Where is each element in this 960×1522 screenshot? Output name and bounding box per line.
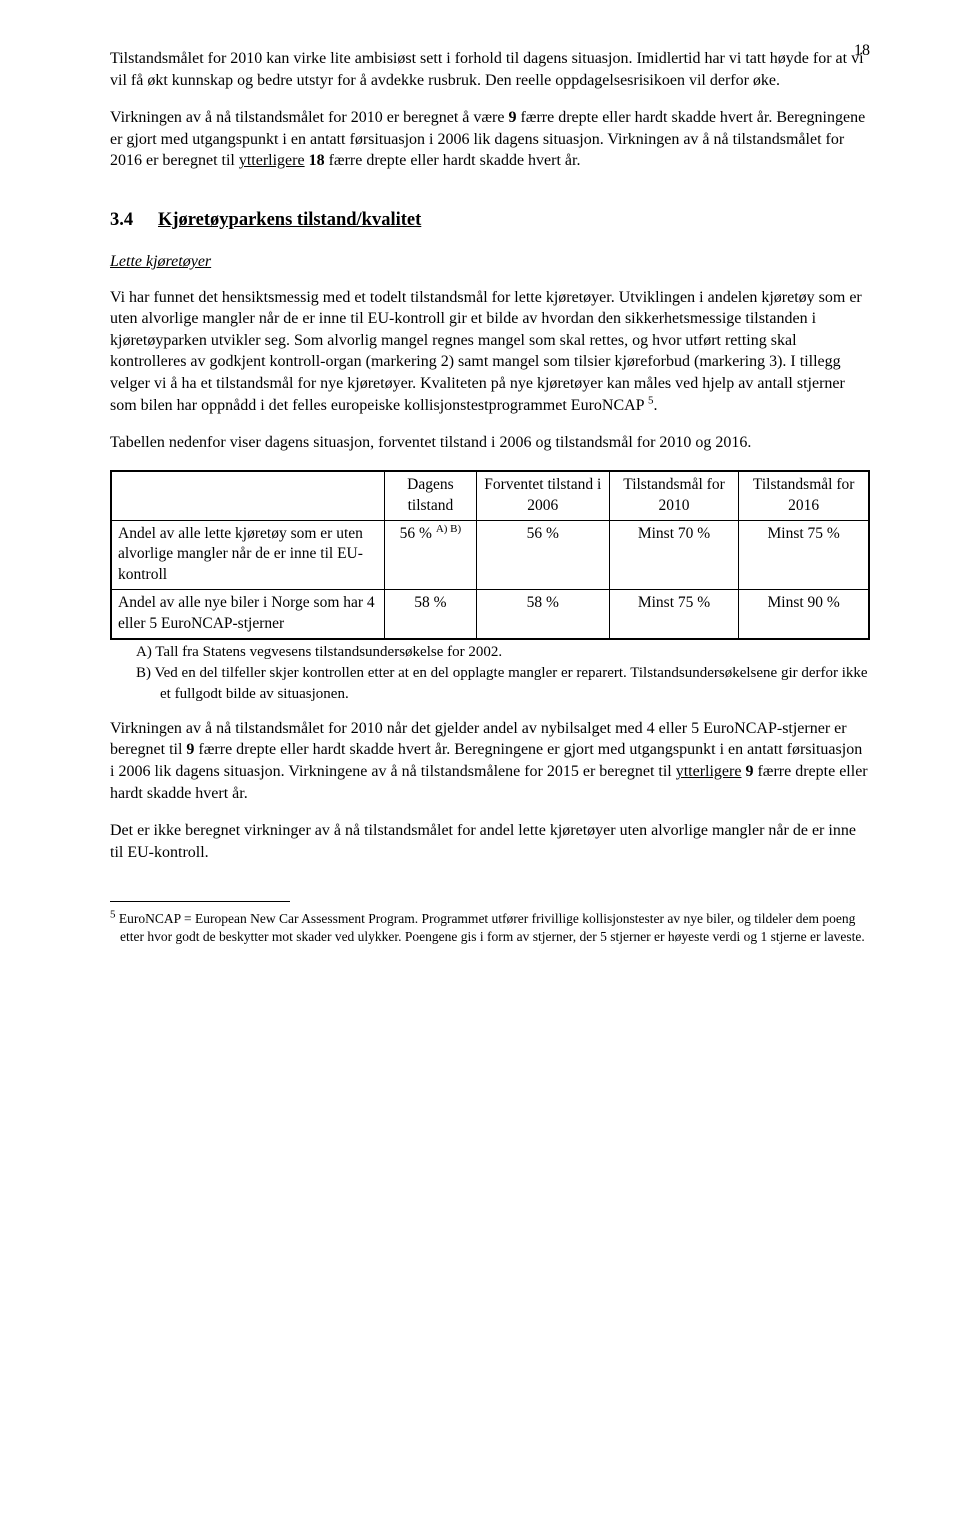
p2-bold-18: 18 (309, 152, 325, 169)
p2-part-g: færre drepte eller hardt skadde hvert år… (325, 152, 581, 169)
paragraph-3: Vi har funnet det hensiktsmessig med et … (110, 287, 870, 417)
footnote-5: 5 EuroNCAP = European New Car Assessment… (110, 910, 870, 945)
heading-title: Kjøretøyparkens tilstand/kvalitet (158, 210, 421, 230)
p2-part-a: Virkningen av å nå tilstandsmålet for 20… (110, 109, 508, 126)
row1-c3: Minst 70 % (609, 520, 739, 590)
document-page: 18 Tilstandsmålet for 2010 kan virke lit… (0, 0, 960, 1522)
p3-tail: . (653, 397, 657, 414)
p5-underline: ytterligere (676, 763, 742, 780)
row2-c1-val: 58 % (414, 594, 446, 611)
row2-label: Andel av alle nye biler i Norge som har … (111, 590, 385, 639)
th-2010: Tilstandsmål for 2010 (609, 471, 739, 520)
paragraph-2: Virkningen av å nå tilstandsmålet for 20… (110, 107, 870, 172)
th-dagens: Dagens tilstand (385, 471, 477, 520)
table-notes: A) Tall fra Statens vegvesens tilstandsu… (136, 642, 870, 704)
row1-c2: 56 % (476, 520, 609, 590)
paragraph-1: Tilstandsmålet for 2010 kan virke lite a… (110, 48, 870, 91)
heading-number: 3.4 (110, 208, 158, 233)
row1-label: Andel av alle lette kjøretøy som er uten… (111, 520, 385, 590)
section-heading-3-4: 3.4Kjøretøyparkens tilstand/kvalitet (110, 208, 870, 233)
table-row: Andel av alle nye biler i Norge som har … (111, 590, 869, 639)
row2-c4: Minst 90 % (739, 590, 869, 639)
th-empty (111, 471, 385, 520)
footnote-text: EuroNCAP = European New Car Assessment P… (116, 911, 865, 944)
p2-underline: ytterligere (239, 152, 305, 169)
subheading-lette: Lette kjøretøyer (110, 251, 870, 273)
p3-body: Vi har funnet det hensiktsmessig med et … (110, 289, 862, 414)
row1-c4: Minst 75 % (739, 520, 869, 590)
row1-c1-val: 56 % (400, 525, 436, 542)
row1-c1: 56 % A) B) (385, 520, 477, 590)
note-b: B) Ved en del tilfeller skjer kontrollen… (136, 663, 870, 704)
footnote-rule (110, 901, 290, 902)
table-header-row: Dagens tilstand Forventet tilstand i 200… (111, 471, 869, 520)
paragraph-6: Det er ikke beregnet virkninger av å nå … (110, 820, 870, 863)
paragraph-5: Virkningen av å nå tilstandsmålet for 20… (110, 718, 870, 804)
row2-c1: 58 % (385, 590, 477, 639)
note-a: A) Tall fra Statens vegvesens tilstandsu… (136, 642, 870, 662)
page-number: 18 (854, 40, 870, 62)
row2-c2: 58 % (476, 590, 609, 639)
table-row: Andel av alle lette kjøretøy som er uten… (111, 520, 869, 590)
row1-c1-sup: A) B) (436, 522, 461, 534)
th-2016: Tilstandsmål for 2016 (739, 471, 869, 520)
paragraph-4: Tabellen nedenfor viser dagens situasjon… (110, 432, 870, 454)
th-forventet: Forventet tilstand i 2006 (476, 471, 609, 520)
status-table: Dagens tilstand Forventet tilstand i 200… (110, 470, 870, 640)
row2-c3: Minst 75 % (609, 590, 739, 639)
